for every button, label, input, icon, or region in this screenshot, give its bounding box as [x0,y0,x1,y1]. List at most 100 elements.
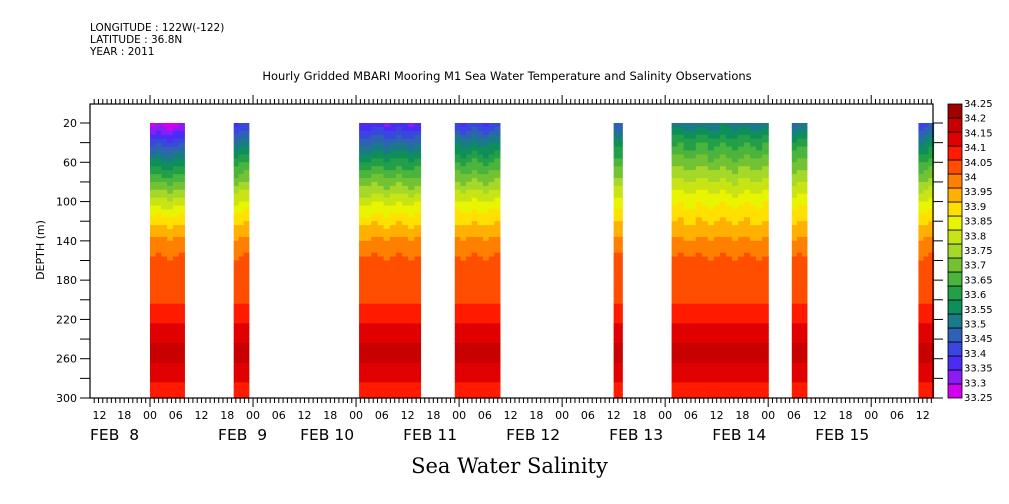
salinity-cell [689,181,697,187]
salinity-cell [713,123,721,128]
salinity-cell [471,358,478,364]
salinity-cell [377,319,385,324]
salinity-cell [155,343,163,348]
salinity-cell [731,362,739,368]
salinity-cell [801,126,808,132]
salinity-cell [744,225,751,230]
salinity-cell [725,158,733,163]
salinity-cell [677,233,685,238]
salinity-cell [756,225,763,230]
salinity-cell [756,185,763,191]
salinity-cell [750,201,757,207]
salinity-cell [671,229,679,234]
salinity-cell [744,213,751,218]
salinity-cell [738,244,745,250]
salinity-cell [377,390,385,395]
salinity-cell [365,272,372,277]
salinity-cell [471,213,478,218]
salinity-cell [801,295,808,301]
salinity-cell [796,189,803,195]
salinity-cell [178,382,185,387]
salinity-cell [161,374,168,379]
salinity-cell [383,394,391,399]
salinity-cell [167,213,174,218]
salinity-cell [383,126,391,132]
salinity-cell [178,213,185,218]
salinity-cell [750,138,757,144]
salinity-cell [460,217,467,222]
salinity-cell [371,280,379,285]
salinity-cell [719,374,727,379]
salinity-cell [460,343,467,348]
salinity-cell [801,158,808,163]
salinity-cell [791,174,798,179]
salinity-cell [359,178,366,183]
salinity-cell [719,280,727,285]
salinity-cell [466,386,473,391]
salinity-cell [744,178,751,183]
salinity-cell [695,248,703,254]
salinity-cell [161,166,168,171]
salinity-cell [744,343,751,348]
x-hour-label: 00 [246,409,260,422]
salinity-cell [395,225,403,230]
salinity-cell [725,174,733,179]
x-day-label: FEB 15 [815,426,869,444]
salinity-cell [756,331,763,336]
salinity-cell [414,311,422,317]
salinity-cell [701,268,709,273]
salinity-cell [488,343,495,348]
salinity-cell [707,264,715,269]
salinity-cell [928,350,935,356]
salinity-cell [731,189,739,195]
salinity-cell [389,260,397,266]
colorbar-swatch [947,341,963,357]
salinity-cell [414,181,422,187]
salinity-cell [750,268,757,273]
salinity-cell [613,291,623,297]
salinity-cell [750,386,757,391]
salinity-cell [402,189,409,195]
data-segment [359,123,422,399]
salinity-cell [671,244,679,250]
salinity-cell [791,166,798,171]
salinity-cell [796,244,803,250]
salinity-cell [161,335,168,340]
salinity-cell [683,126,691,132]
salinity-cell [482,268,490,273]
salinity-cell [466,358,473,364]
salinity-cell [408,374,415,379]
salinity-cell [796,354,803,360]
salinity-cell [695,339,703,344]
salinity-cell [695,146,703,152]
salinity-cell [928,174,935,179]
salinity-cell [371,213,379,218]
salinity-cell [613,331,623,336]
salinity-cell [671,197,679,203]
salinity-cell [482,303,490,309]
salinity-cell [801,366,808,372]
salinity-cell [707,260,715,266]
salinity-cell [762,315,769,321]
salinity-cell [482,343,490,348]
salinity-cell [677,339,685,344]
salinity-cell [719,252,727,258]
salinity-cell [359,166,366,171]
salinity-cell [460,209,467,214]
salinity-cell [713,260,721,266]
salinity-cell [454,276,462,281]
salinity-cell [377,362,385,368]
salinity-cell [395,189,403,195]
salinity-cell [918,268,925,273]
salinity-cell [243,217,250,222]
salinity-cell [494,288,501,293]
salinity-cell [701,299,709,305]
salinity-cell [923,197,930,203]
salinity-cell [172,362,180,368]
salinity-cell [402,331,409,336]
salinity-cell [243,197,250,203]
salinity-cell [725,240,733,246]
salinity-cell [482,378,490,383]
salinity-cell [395,358,403,364]
salinity-cell [395,366,403,372]
